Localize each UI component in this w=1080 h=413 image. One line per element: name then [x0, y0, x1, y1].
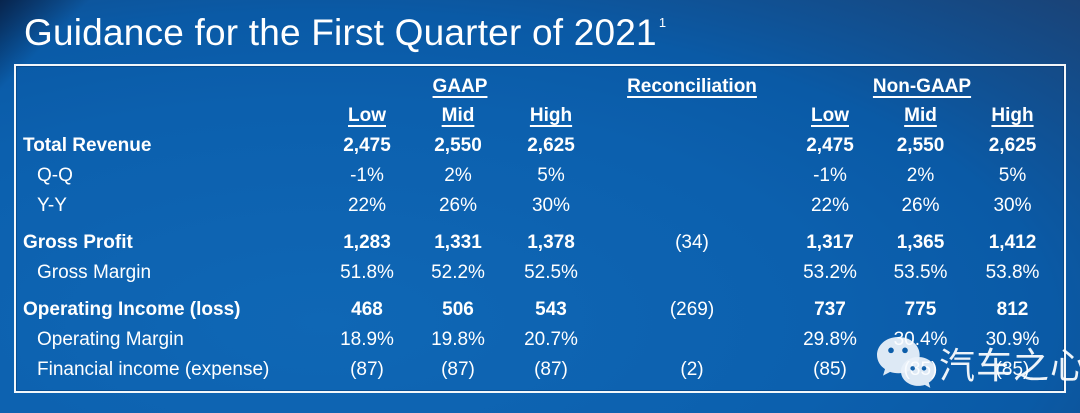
value-cell-nongaap-high: 53.8%: [985, 262, 1040, 283]
value-cell-nongaap-high: 1,412: [988, 232, 1037, 253]
title-footnote-marker: 1: [658, 15, 667, 30]
value-cell-gaap-high: 5%: [537, 165, 565, 186]
value-cell-reconciliation: (34): [675, 232, 709, 253]
value-cell-gaap-mid: 52.2%: [431, 262, 485, 283]
value-cell-gaap-mid: 2%: [444, 165, 472, 186]
value-cell-gaap-low: 51.8%: [340, 262, 394, 283]
value-cell-nongaap-low: -1%: [813, 165, 847, 186]
value-cell-gaap-low: 2,475: [343, 135, 391, 156]
guidance-table: GAAP Reconciliation Non-GAAP Low Mid Hig…: [14, 64, 1066, 393]
table-row: Financial income (expense) (87) (87) (87…: [16, 355, 1064, 385]
table-row: Operating Income (loss) 468 506 543 (269…: [16, 295, 1064, 325]
value-cell-nongaap-mid: 2,550: [896, 135, 945, 156]
value-cell-gaap-high: 20.7%: [524, 329, 578, 350]
value-cell-gaap-low: 468: [351, 299, 383, 320]
sub-header-nongaap-mid: Mid: [904, 105, 937, 126]
value-cell-gaap-high: 30%: [531, 195, 571, 216]
value-cell-nongaap-mid: 53.5%: [893, 262, 948, 283]
table-row: Total Revenue 2,475 2,550 2,625 2,475 2,…: [16, 131, 1064, 161]
value-cell-nongaap-high: (85): [995, 359, 1030, 380]
sub-header-gaap-low: Low: [348, 105, 386, 126]
value-cell-gaap-mid: 19.8%: [431, 329, 485, 350]
value-cell-reconciliation: (269): [669, 299, 715, 320]
sub-header-gaap-high: High: [529, 105, 573, 126]
row-label: Y-Y: [37, 195, 67, 216]
value-cell-gaap-high: 543: [535, 299, 567, 320]
sub-header-row: Low Mid High Low Mid High: [16, 101, 1064, 131]
value-cell-nongaap-low: (85): [813, 359, 847, 380]
column-group-gaap: GAAP: [432, 76, 488, 97]
value-cell-gaap-mid: 1,331: [434, 232, 482, 253]
page-title: Guidance for the First Quarter of 2021 1: [24, 12, 666, 54]
value-cell-gaap-low: 18.9%: [340, 329, 394, 350]
table-row: Gross Profit 1,283 1,331 1,378 (34) 1,31…: [16, 228, 1064, 258]
value-cell-nongaap-low: 1,317: [806, 232, 854, 253]
value-cell-nongaap-mid: 1,365: [896, 232, 945, 253]
row-label: Gross Margin: [37, 262, 152, 283]
value-cell-nongaap-mid: 775: [904, 299, 937, 320]
value-cell-nongaap-mid: 26%: [901, 195, 940, 216]
table-row: Gross Margin 51.8% 52.2% 52.5% 53.2% 53.…: [16, 258, 1064, 288]
value-cell-gaap-high: (87): [534, 359, 568, 380]
sub-header-gaap-mid: Mid: [441, 105, 475, 126]
row-label: Gross Profit: [23, 232, 133, 253]
value-cell-nongaap-high: 30%: [993, 195, 1032, 216]
value-cell-gaap-low: 1,283: [343, 232, 391, 253]
value-cell-gaap-low: (87): [350, 359, 384, 380]
table-row: Q-Q -1% 2% 5% -1% 2% 5%: [16, 161, 1064, 191]
row-label: Financial income (expense): [37, 359, 270, 380]
table-body: Total Revenue 2,475 2,550 2,625 2,475 2,…: [16, 131, 1064, 385]
sub-header-nongaap-high: High: [991, 105, 1034, 126]
value-cell-gaap-high: 1,378: [527, 232, 575, 253]
value-cell-nongaap-mid: (85): [903, 359, 938, 380]
page-title-text: Guidance for the First Quarter of 2021: [24, 12, 657, 53]
value-cell-gaap-mid: 2,550: [434, 135, 482, 156]
row-label: Operating Income (loss): [23, 299, 241, 320]
value-cell-nongaap-low: 22%: [810, 195, 850, 216]
value-cell-nongaap-low: 53.2%: [803, 262, 857, 283]
value-cell-gaap-mid: (87): [441, 359, 475, 380]
row-label: Operating Margin: [37, 329, 184, 350]
value-cell-nongaap-high: 30.9%: [985, 329, 1040, 350]
value-cell-nongaap-low: 737: [814, 299, 846, 320]
column-group-header-row: GAAP Reconciliation Non-GAAP: [16, 73, 1064, 101]
value-cell-gaap-high: 52.5%: [524, 262, 578, 283]
table-row: Operating Margin 18.9% 19.8% 20.7% 29.8%…: [16, 325, 1064, 355]
row-label: Total Revenue: [23, 135, 152, 156]
value-cell-gaap-low: -1%: [350, 165, 384, 186]
row-label: Q-Q: [37, 165, 73, 186]
value-cell-nongaap-mid: 2%: [906, 165, 935, 186]
value-cell-nongaap-high: 2,625: [988, 135, 1037, 156]
column-group-reconciliation: Reconciliation: [627, 76, 757, 97]
value-cell-nongaap-high: 812: [996, 299, 1029, 320]
value-cell-nongaap-low: 29.8%: [803, 329, 857, 350]
value-cell-reconciliation: (2): [680, 359, 704, 380]
column-group-non-gaap: Non-GAAP: [872, 76, 972, 97]
value-cell-nongaap-low: 2,475: [806, 135, 854, 156]
value-cell-gaap-mid: 506: [442, 299, 474, 320]
value-cell-gaap-low: 22%: [347, 195, 387, 216]
value-cell-nongaap-mid: 30.4%: [893, 329, 948, 350]
sub-header-nongaap-low: Low: [811, 105, 849, 126]
value-cell-gaap-high: 2,625: [527, 135, 575, 156]
table-row: Y-Y 22% 26% 30% 22% 26% 30%: [16, 191, 1064, 221]
value-cell-nongaap-high: 5%: [998, 165, 1027, 186]
value-cell-gaap-mid: 26%: [438, 195, 478, 216]
